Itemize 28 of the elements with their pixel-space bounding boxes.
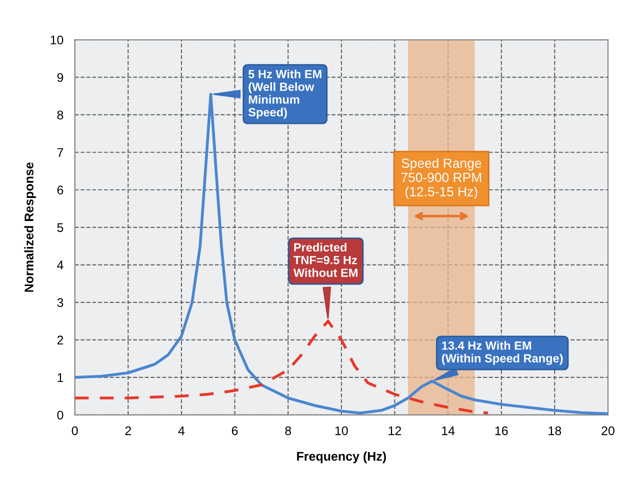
- x-tick-label: 0: [72, 426, 78, 436]
- x-tick-label: 12: [388, 426, 402, 436]
- x-tick-label: 14: [442, 426, 455, 436]
- y-tick-label: 8: [57, 110, 64, 120]
- y-tick-label: 0: [57, 410, 64, 420]
- x-tick-label: 8: [285, 426, 292, 436]
- annotation: 13.4 Hz With EM (Within Speed Range): [442, 341, 563, 365]
- y-tick-label: 4: [57, 260, 64, 270]
- x-axis-title: Frequency (Hz): [297, 452, 386, 464]
- y-tick-label: 10: [50, 36, 64, 44]
- y-tick-label: 5: [57, 223, 64, 232]
- y-axis-title: Normalized Response: [24, 162, 36, 292]
- x-tick-label: 6: [232, 426, 238, 436]
- x-tick-label: 2: [125, 426, 131, 436]
- band-label: Speed Range 750-900 RPM (12.5-15 Hz): [401, 158, 482, 199]
- x-tick-label: 16: [495, 426, 508, 436]
- x-tick-label: 4: [178, 426, 185, 436]
- y-tick-label: 6: [57, 186, 64, 194]
- x-tick-label: 10: [335, 426, 348, 436]
- y-tick-label: 2: [57, 336, 64, 344]
- x-tick-label: 20: [602, 426, 614, 436]
- y-tick-label: 7: [57, 148, 64, 157]
- y-tick-label: 9: [57, 73, 64, 82]
- annotation: Predicted TNF=9.5 Hz Without EM: [293, 242, 358, 277]
- y-tick-label: 1: [58, 373, 64, 382]
- y-tick-label: 3: [57, 298, 64, 308]
- annotation: 5 Hz With EM (Well Below Minimum Speed): [248, 70, 322, 119]
- x-tick-label: 18: [548, 426, 562, 436]
